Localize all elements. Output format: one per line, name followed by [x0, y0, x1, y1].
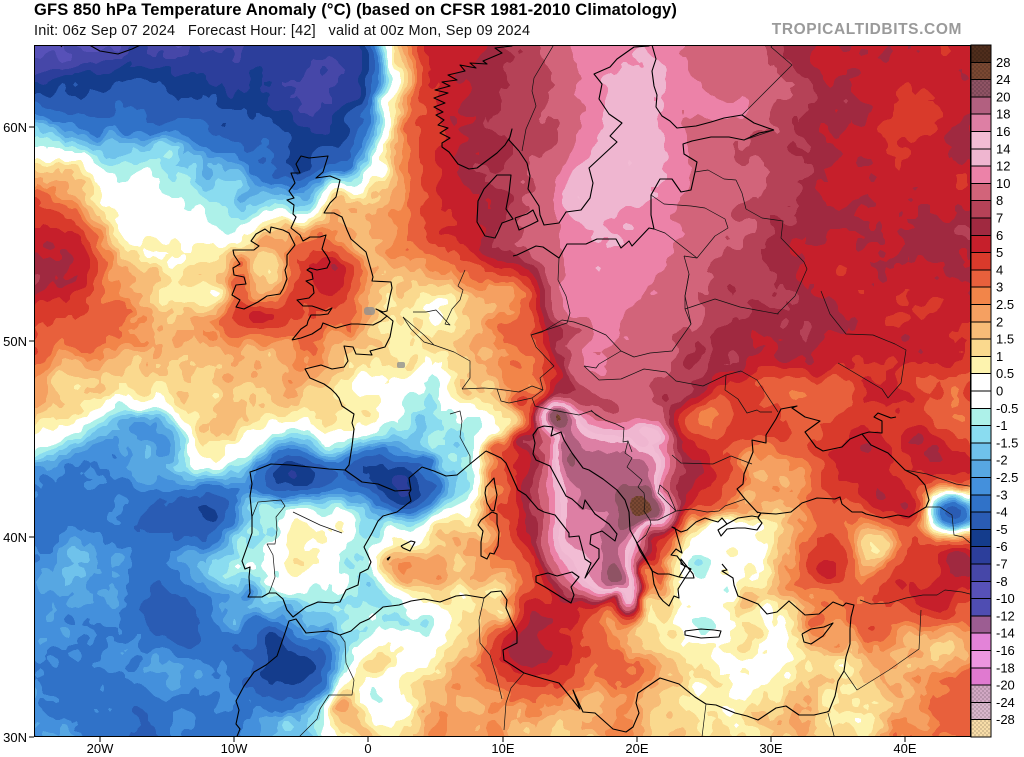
svg-text:0.5: 0.5 [996, 366, 1014, 381]
svg-text:6: 6 [996, 228, 1003, 243]
svg-text:-7: -7 [996, 557, 1008, 572]
svg-text:40N: 40N [3, 530, 27, 545]
svg-text:-4: -4 [996, 505, 1008, 520]
svg-text:8: 8 [996, 193, 1003, 208]
svg-text:24: 24 [996, 72, 1010, 87]
svg-text:-8: -8 [996, 574, 1008, 589]
svg-text:2.5: 2.5 [996, 297, 1014, 312]
svg-text:-28: -28 [996, 712, 1015, 727]
svg-text:-0.5: -0.5 [996, 401, 1018, 416]
svg-text:10E: 10E [491, 741, 514, 756]
svg-text:5: 5 [996, 245, 1003, 260]
svg-text:60N: 60N [3, 120, 27, 135]
svg-text:-24: -24 [996, 695, 1015, 710]
svg-text:1.5: 1.5 [996, 332, 1014, 347]
svg-text:-14: -14 [996, 626, 1015, 641]
svg-text:20W: 20W [87, 741, 114, 756]
svg-text:-18: -18 [996, 660, 1015, 675]
svg-text:2: 2 [996, 314, 1003, 329]
svg-text:-6: -6 [996, 539, 1008, 554]
svg-text:12: 12 [996, 159, 1010, 174]
svg-text:-2.5: -2.5 [996, 470, 1018, 485]
svg-text:1: 1 [996, 349, 1003, 364]
svg-text:10: 10 [996, 176, 1010, 191]
svg-text:40E: 40E [893, 741, 916, 756]
svg-text:50N: 50N [3, 334, 27, 349]
svg-text:4: 4 [996, 262, 1003, 277]
svg-text:-12: -12 [996, 608, 1015, 623]
svg-text:-1: -1 [996, 418, 1008, 433]
svg-text:0: 0 [996, 384, 1003, 399]
svg-text:-2: -2 [996, 453, 1008, 468]
svg-text:-1.5: -1.5 [996, 435, 1018, 450]
svg-text:-3: -3 [996, 487, 1008, 502]
svg-text:18: 18 [996, 107, 1010, 122]
svg-text:7: 7 [996, 211, 1003, 226]
svg-text:-5: -5 [996, 522, 1008, 537]
svg-text:-10: -10 [996, 591, 1015, 606]
svg-text:28: 28 [996, 55, 1010, 70]
svg-text:-20: -20 [996, 678, 1015, 693]
svg-text:30N: 30N [3, 730, 27, 745]
svg-text:20: 20 [996, 89, 1010, 104]
svg-text:16: 16 [996, 124, 1010, 139]
svg-text:10W: 10W [221, 741, 248, 756]
svg-text:-16: -16 [996, 643, 1015, 658]
svg-text:30E: 30E [759, 741, 782, 756]
svg-text:20E: 20E [625, 741, 648, 756]
svg-text:3: 3 [996, 280, 1003, 295]
svg-text:14: 14 [996, 141, 1010, 156]
svg-text:0: 0 [364, 741, 371, 756]
